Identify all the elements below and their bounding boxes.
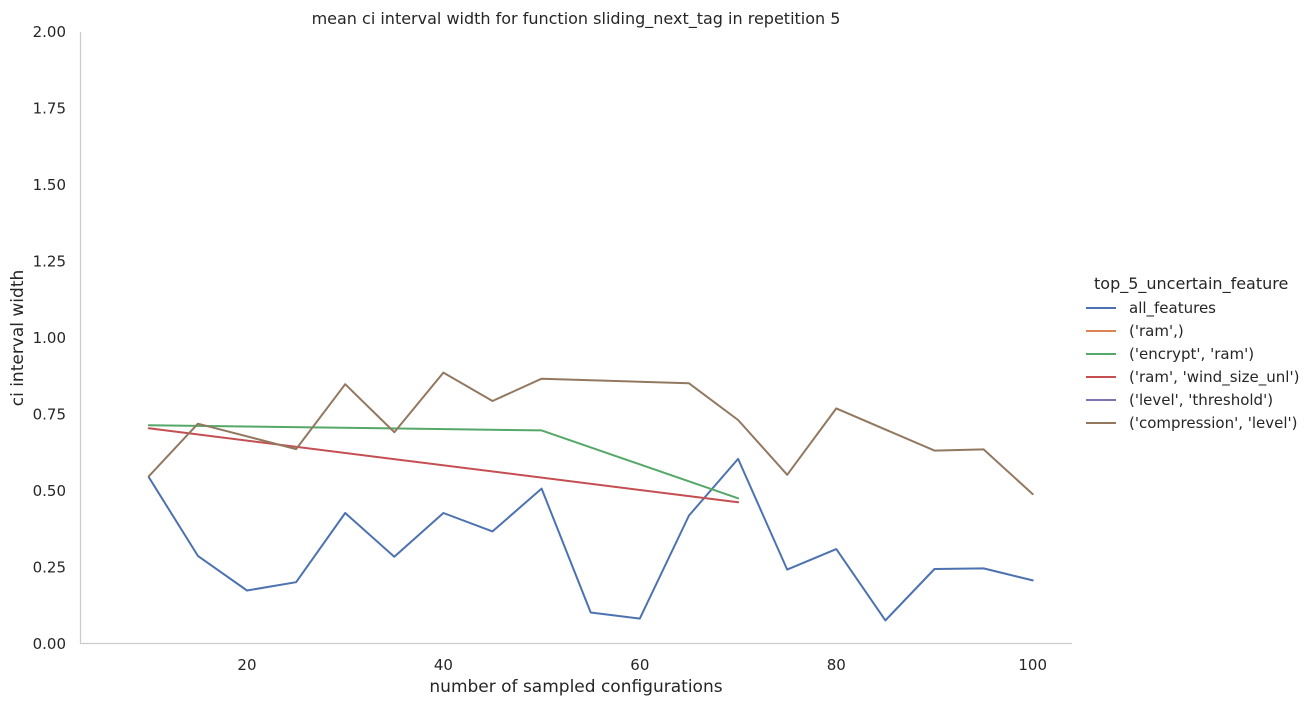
x-tick-label: 40 (434, 656, 453, 674)
chart-title: mean ci interval width for function slid… (312, 9, 841, 29)
series-line-0 (147, 457, 1034, 622)
x-tick-label: 20 (237, 656, 256, 674)
y-tick-label: 0.25 (33, 559, 66, 577)
series-line-2 (147, 424, 740, 500)
x-tick-label: 100 (1018, 656, 1047, 674)
legend-label-1: ('ram',) (1129, 322, 1184, 340)
legend-label-2: ('encrypt', 'ram') (1129, 345, 1254, 363)
y-tick-label: 0.50 (33, 482, 66, 500)
legend-label-0: all_features (1129, 299, 1216, 318)
y-tick-label: 1.50 (33, 176, 66, 194)
series-line-5 (147, 371, 1034, 496)
x-tick-label: 60 (630, 656, 649, 674)
y-tick-label: 1.75 (33, 100, 66, 118)
y-tick-label: 2.00 (33, 23, 66, 41)
series-line-3 (147, 427, 740, 504)
legend-title: top_5_uncertain_feature (1094, 274, 1288, 294)
y-tick-label: 1.25 (33, 253, 66, 271)
x-axis-title: number of sampled configurations (429, 677, 722, 697)
plot-series (147, 371, 1034, 622)
x-tick-labels: 20 40 60 80 100 (237, 656, 1047, 674)
y-tick-label: 1.00 (33, 329, 66, 347)
legend-label-5: ('compression', 'level') (1129, 414, 1298, 432)
legend: top_5_uncertain_feature all_features ('ra… (1086, 274, 1299, 432)
y-tick-label: 0.75 (33, 406, 66, 424)
y-tick-label: 0.00 (33, 635, 66, 653)
y-tick-labels: 0.00 0.25 0.50 0.75 1.00 1.25 1.50 1.75 2.00 (33, 23, 66, 653)
x-tick-label: 80 (827, 656, 846, 674)
legend-label-4: ('level', 'threshold') (1129, 391, 1273, 409)
legend-label-3: ('ram', 'wind_size_unl') (1129, 368, 1299, 387)
y-axis-title: ci interval width (8, 270, 28, 407)
